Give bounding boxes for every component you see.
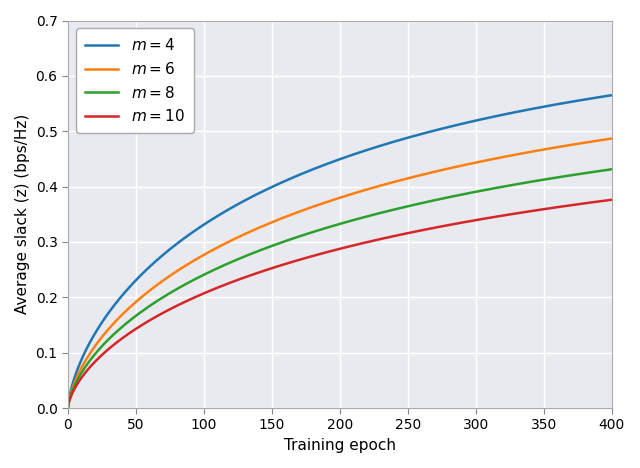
- Legend: $m=4$, $m=6$, $m=8$, $m=10$: $m=4$, $m=6$, $m=8$, $m=10$: [76, 28, 194, 133]
- $m=6$: [592, 138, 600, 144]
- $m=4$: [64, 405, 72, 411]
- $m=8$: [592, 169, 600, 175]
- $m=10$: [592, 199, 600, 205]
- $m=6$: [64, 405, 72, 411]
- $m=10$: [92, 358, 100, 364]
- $m=6$: [328, 197, 336, 203]
- $m=4$: [592, 95, 600, 101]
- $m=10$: [608, 197, 616, 203]
- $m=10$: [64, 405, 72, 411]
- $m=6$: [608, 136, 616, 141]
- Y-axis label: Average slack (z) (bps/Hz): Average slack (z) (bps/Hz): [15, 114, 30, 314]
- $m=6$: [92, 342, 100, 348]
- $m=8$: [492, 185, 500, 190]
- $m=8$: [314, 227, 322, 233]
- $m=8$: [64, 405, 72, 411]
- $m=4$: [608, 92, 616, 98]
- Line: $m=8$: $m=8$: [68, 169, 612, 408]
- $m=10$: [314, 252, 322, 257]
- $m=8$: [608, 167, 616, 172]
- $m=6$: [314, 202, 322, 208]
- $m=10$: [592, 199, 600, 205]
- $m=4$: [92, 329, 100, 335]
- Line: $m=10$: $m=10$: [68, 200, 612, 408]
- $m=4$: [592, 95, 600, 101]
- $m=8$: [92, 351, 100, 356]
- $m=4$: [314, 165, 322, 170]
- Line: $m=6$: $m=6$: [68, 139, 612, 408]
- $m=4$: [492, 113, 500, 119]
- $m=10$: [328, 248, 336, 254]
- $m=4$: [328, 159, 336, 165]
- $m=8$: [328, 223, 336, 229]
- Line: $m=4$: $m=4$: [68, 95, 612, 408]
- $m=6$: [492, 155, 500, 161]
- $m=10$: [492, 214, 500, 219]
- $m=8$: [592, 168, 600, 174]
- $m=6$: [592, 138, 600, 144]
- X-axis label: Training epoch: Training epoch: [284, 438, 396, 453]
